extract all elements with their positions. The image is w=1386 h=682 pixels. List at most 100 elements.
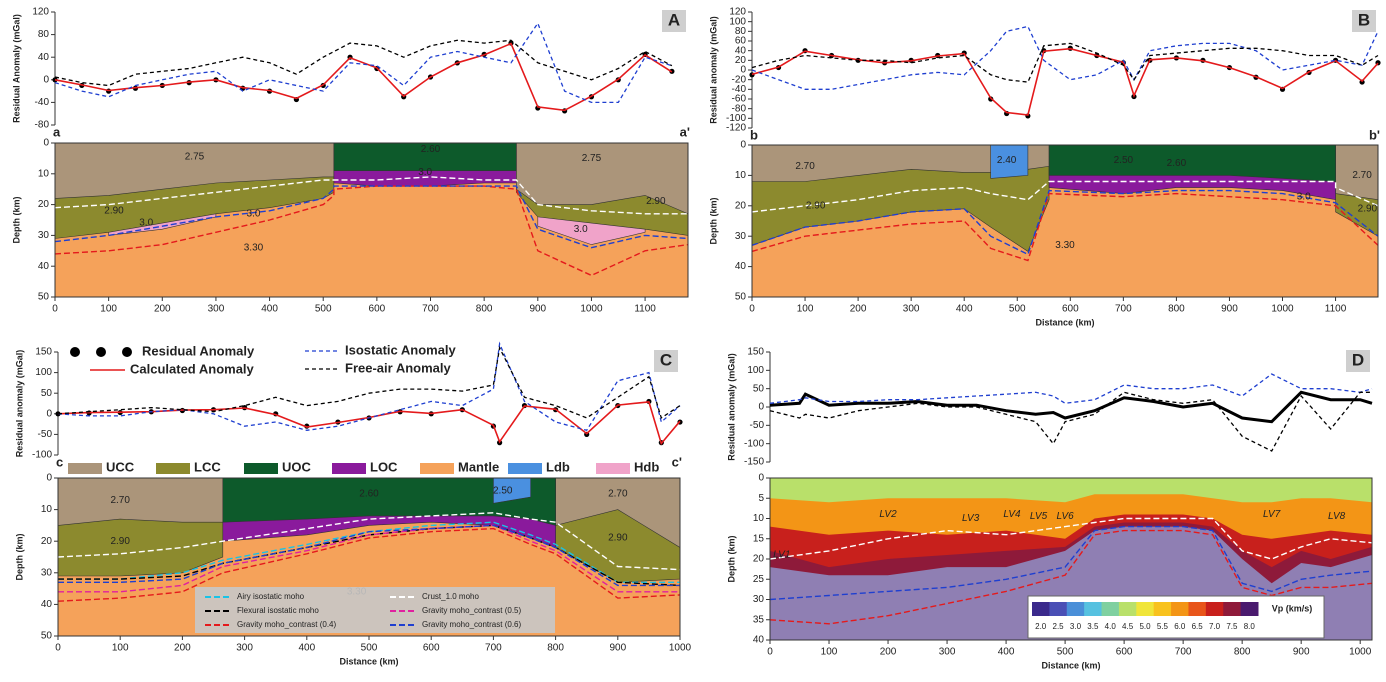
y-tick-label: 100 bbox=[747, 365, 764, 376]
annotation: 2.90 bbox=[1358, 203, 1378, 214]
profile-start: b bbox=[750, 127, 758, 142]
annotation: LV1 bbox=[773, 550, 790, 561]
profile-start: a bbox=[53, 124, 61, 139]
x-tick-label: 0 bbox=[55, 643, 61, 654]
y-axis-title: Depth (km) bbox=[708, 197, 718, 244]
legend-label: Crust_1.0 moho bbox=[422, 592, 479, 601]
legend-label: Airy isostatic moho bbox=[237, 592, 305, 601]
legend-label: Flexural isostatic moho bbox=[237, 606, 319, 615]
x-tick-label: 300 bbox=[903, 304, 920, 315]
x-tick-label: 0 bbox=[767, 647, 773, 658]
anomaly-line bbox=[57, 341, 681, 432]
y-tick-label: 30 bbox=[735, 231, 747, 242]
anomaly-line bbox=[54, 42, 673, 112]
annotation: 2.70 bbox=[110, 495, 130, 506]
x-tick-label: 800 bbox=[476, 304, 493, 315]
x-tick-label: 0 bbox=[52, 304, 58, 315]
y-tick-label: 25 bbox=[753, 574, 765, 585]
legend-label: Isostatic Anomaly bbox=[345, 342, 457, 357]
layer bbox=[58, 478, 224, 526]
colorbar-label: 2.5 bbox=[1053, 622, 1065, 631]
y-tick-label: -40 bbox=[732, 84, 747, 95]
colorbar-cell bbox=[1101, 602, 1120, 616]
x-tick-label: 800 bbox=[547, 643, 564, 654]
layer bbox=[515, 143, 688, 215]
colorbar-cell bbox=[1153, 602, 1172, 616]
colorbar-label: 8.0 bbox=[1244, 622, 1256, 631]
y-tick-label: 0 bbox=[43, 74, 49, 85]
y-tick-label: 40 bbox=[753, 635, 765, 646]
y-tick-label: -100 bbox=[726, 113, 746, 124]
x-tick-label: 600 bbox=[1116, 647, 1133, 658]
x-tick-label: 500 bbox=[315, 304, 332, 315]
colorbar-cell bbox=[1240, 602, 1259, 616]
legend-swatch bbox=[332, 463, 366, 474]
x-tick-label: 400 bbox=[956, 304, 973, 315]
colorbar-cell bbox=[1032, 602, 1050, 616]
legend-swatch bbox=[244, 463, 278, 474]
annotation: 2.75 bbox=[582, 153, 602, 164]
legend-label: Free-air Anomaly bbox=[345, 360, 451, 375]
y-axis-title: Depth (km) bbox=[14, 533, 24, 580]
y-tick-label: -50 bbox=[750, 420, 765, 431]
anomaly-line bbox=[769, 391, 1372, 452]
y-tick-label: -20 bbox=[732, 74, 747, 85]
panel-letter: C bbox=[660, 350, 672, 369]
colorbar-label: 7.5 bbox=[1226, 622, 1238, 631]
anomaly-line bbox=[57, 345, 681, 419]
y-axis-title: Depth (km) bbox=[726, 535, 736, 582]
y-axis-title: Residual anomaly (mGal) bbox=[708, 16, 718, 124]
legend-swatch bbox=[68, 463, 102, 474]
moho-line bbox=[58, 512, 680, 571]
anomaly-line bbox=[751, 42, 1379, 83]
y-tick-label: 150 bbox=[747, 347, 764, 358]
moho-line bbox=[55, 185, 688, 249]
y-tick-label: 50 bbox=[41, 631, 53, 642]
colorbar-cell bbox=[1118, 602, 1137, 616]
legend-label: LCC bbox=[194, 459, 221, 474]
x-tick-label: 900 bbox=[609, 643, 626, 654]
x-tick-label: 1000 bbox=[669, 643, 692, 654]
y-tick-label: 30 bbox=[41, 567, 53, 578]
colorbar-cell bbox=[1205, 602, 1224, 616]
x-tick-label: 0 bbox=[749, 304, 755, 315]
annotation: 3.30 bbox=[244, 242, 264, 253]
x-tick-label: 1100 bbox=[634, 304, 656, 315]
legend-label: Ldb bbox=[546, 459, 570, 474]
plot-frame bbox=[751, 144, 1379, 298]
plot-frame bbox=[769, 477, 1373, 641]
legend-label: Gravity moho_contrast (0.6) bbox=[422, 620, 521, 629]
y-tick-label: 10 bbox=[41, 504, 53, 515]
moho-line bbox=[58, 527, 680, 602]
profile-end: b' bbox=[1369, 127, 1380, 142]
annotation: 3.30 bbox=[1055, 240, 1075, 251]
x-tick-label: 900 bbox=[529, 304, 546, 315]
x-tick-label: 400 bbox=[998, 647, 1015, 658]
moho-line bbox=[752, 180, 1378, 213]
section-plot bbox=[770, 478, 1372, 640]
y-tick-label: 40 bbox=[735, 261, 747, 272]
x-tick-label: 300 bbox=[939, 647, 956, 658]
panel-badge bbox=[662, 10, 686, 32]
y-tick-label: -50 bbox=[38, 429, 53, 440]
y-tick-label: -100 bbox=[32, 450, 52, 461]
moho-line bbox=[58, 524, 680, 587]
moho-line bbox=[58, 524, 680, 593]
x-tick-label: 100 bbox=[797, 304, 814, 315]
y-tick-label: 150 bbox=[35, 347, 52, 358]
y-tick-label: 20 bbox=[41, 536, 53, 547]
plot-frame bbox=[57, 477, 681, 637]
y-tick-label: 40 bbox=[735, 45, 747, 56]
moho-line bbox=[55, 185, 688, 277]
x-tick-label: 500 bbox=[1057, 647, 1074, 658]
colorbar-label: 6.0 bbox=[1174, 622, 1186, 631]
y-tick-label: 0 bbox=[46, 408, 52, 419]
colorbar-label: 4.5 bbox=[1122, 622, 1134, 631]
x-tick-label: 200 bbox=[850, 304, 867, 315]
y-tick-label: -100 bbox=[744, 438, 764, 449]
x-tick-label: 200 bbox=[154, 304, 171, 315]
x-tick-label: 1000 bbox=[1349, 647, 1372, 658]
anomaly-line bbox=[751, 47, 1379, 116]
x-axis-title: Distance (km) bbox=[339, 656, 398, 666]
